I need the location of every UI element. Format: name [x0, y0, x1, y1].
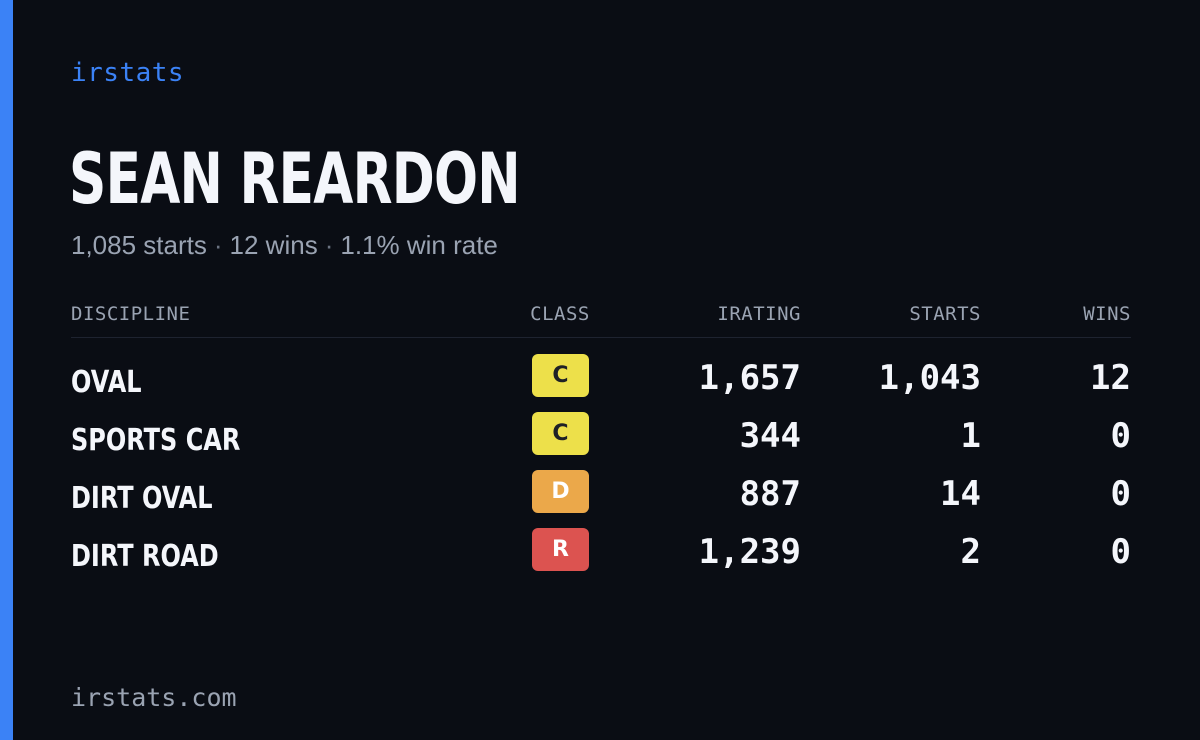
- summary-separator: ·: [213, 230, 223, 260]
- wins-value: 12: [1090, 358, 1131, 398]
- discipline-name: DIRT ROAD: [71, 539, 219, 574]
- starts-value: 1,043: [878, 358, 981, 398]
- starts-value: 14: [940, 474, 981, 514]
- discipline-name: SPORTS CAR: [71, 423, 241, 458]
- irating-value: 887: [739, 474, 801, 514]
- driver-name: SEAN REARDON: [69, 138, 521, 220]
- table-row: DIRT OVAL D 887 14 0: [71, 470, 1131, 516]
- starts-value: 2: [960, 532, 981, 572]
- wins-value: 0: [1110, 416, 1131, 456]
- accent-bar: [0, 0, 13, 740]
- brand-logo[interactable]: irstats: [71, 58, 185, 88]
- header-irating: IRATING: [717, 303, 801, 325]
- driver-summary: 1,085 starts · 12 wins · 1.1% win rate: [71, 228, 498, 262]
- class-badge: C: [532, 412, 589, 455]
- discipline-name: DIRT OVAL: [71, 481, 213, 516]
- class-badge: D: [532, 470, 589, 513]
- table-header: DISCIPLINE CLASS IRATING STARTS WINS: [71, 298, 1131, 330]
- summary-wins: 12 wins: [229, 230, 318, 260]
- wins-value: 0: [1110, 532, 1131, 572]
- summary-separator: ·: [324, 230, 334, 260]
- summary-win-rate: 1.1% win rate: [340, 230, 498, 260]
- irating-value: 1,657: [698, 358, 801, 398]
- header-class: CLASS: [530, 303, 590, 325]
- discipline-name: OVAL: [71, 365, 142, 400]
- table-row: OVAL C 1,657 1,043 12: [71, 354, 1131, 400]
- footer-domain[interactable]: irstats.com: [71, 683, 237, 712]
- wins-value: 0: [1110, 474, 1131, 514]
- class-badge: C: [532, 354, 589, 397]
- table-row: SPORTS CAR C 344 1 0: [71, 412, 1131, 458]
- header-starts: STARTS: [909, 303, 981, 325]
- header-divider: [71, 337, 1131, 338]
- irating-value: 344: [739, 416, 801, 456]
- starts-value: 1: [960, 416, 981, 456]
- summary-starts: 1,085 starts: [71, 230, 207, 260]
- table-row: DIRT ROAD R 1,239 2 0: [71, 528, 1131, 574]
- header-wins: WINS: [1083, 303, 1131, 325]
- header-discipline: DISCIPLINE: [71, 303, 191, 325]
- irating-value: 1,239: [698, 532, 801, 572]
- class-badge: R: [532, 528, 589, 571]
